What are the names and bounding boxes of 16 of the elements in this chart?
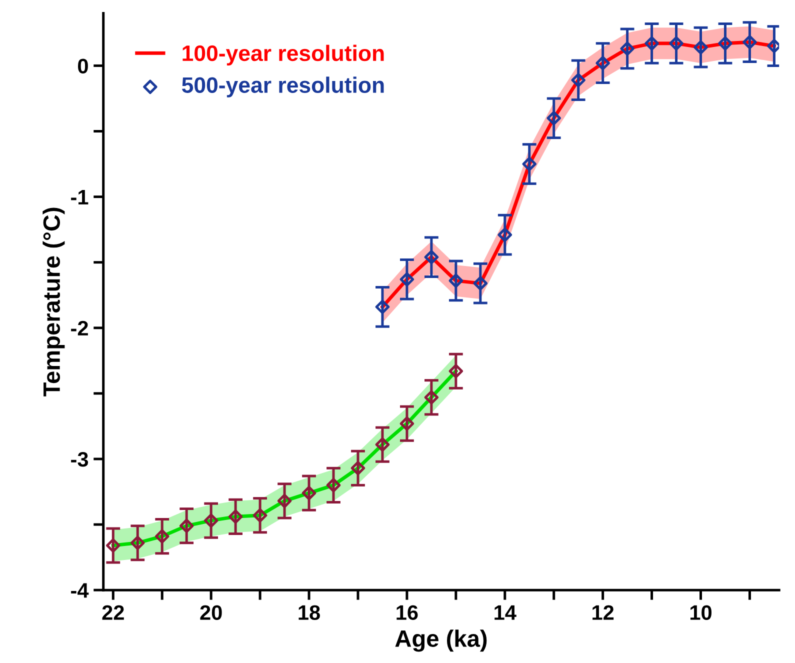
x-tick-label: 18 xyxy=(298,605,320,620)
x-tick-label: 12 xyxy=(592,605,614,620)
x-axis-title: Age (ka) xyxy=(395,630,487,652)
x-tick-label: 10 xyxy=(690,605,712,620)
y-tick-label: -3 xyxy=(71,452,88,467)
y-tick-label: -2 xyxy=(71,320,88,336)
y-axis-title: Temperature (°C) xyxy=(42,208,65,396)
y-tick-label: 0 xyxy=(78,58,88,74)
y-tick-label: -1 xyxy=(71,190,88,204)
y-tick-label: -4 xyxy=(71,583,89,598)
x-tick-label: 14 xyxy=(494,605,516,620)
x-tick-label: 20 xyxy=(200,605,222,620)
x-tick-label: 22 xyxy=(102,605,124,620)
legend-label: 500-year resolution xyxy=(182,76,384,98)
x-tick-label: 16 xyxy=(396,605,418,620)
legend-label: 100-year resolution xyxy=(182,44,384,66)
